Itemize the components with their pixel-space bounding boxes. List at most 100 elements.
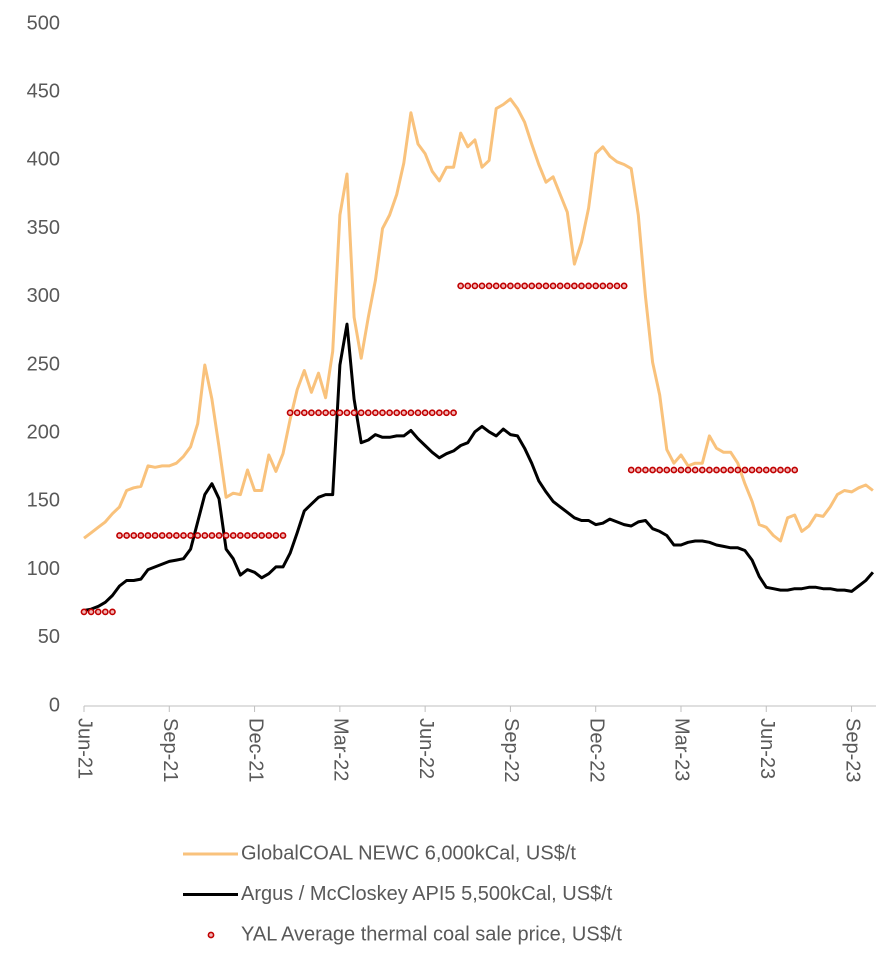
marker (251, 532, 258, 539)
marker (215, 532, 223, 539)
marker (528, 282, 536, 290)
y-tick-label: 100 (27, 558, 60, 580)
marker (172, 532, 180, 539)
marker (499, 282, 507, 290)
marker (585, 282, 592, 290)
marker (244, 532, 251, 539)
marker (80, 608, 88, 616)
legend-label: YAL Average thermal coal sale price, US$… (241, 923, 622, 945)
marker (407, 409, 415, 417)
marker (727, 466, 735, 474)
marker (400, 409, 408, 417)
marker (706, 466, 713, 474)
y-tick-label: 250 (27, 353, 60, 375)
marker (649, 466, 656, 474)
line (83, 97, 874, 543)
marker (684, 466, 692, 474)
marker (698, 466, 706, 474)
marker (549, 282, 557, 290)
x-tick-label: Jun-23 (756, 718, 778, 779)
marker (755, 466, 763, 474)
marker (450, 409, 457, 417)
marker (435, 409, 443, 417)
marker (457, 282, 465, 290)
marker (329, 409, 337, 417)
marker (322, 409, 330, 417)
marker (485, 282, 493, 290)
marker (357, 409, 365, 417)
marker (521, 282, 529, 290)
marker (158, 532, 166, 539)
marker (393, 409, 401, 417)
marker (492, 282, 500, 290)
y-tick-label: 150 (27, 490, 60, 512)
marker (443, 409, 450, 417)
marker (734, 466, 742, 474)
marker (87, 608, 95, 616)
x-tick-label: Dec-21 (244, 718, 266, 782)
marker (414, 409, 422, 417)
y-tick-label: 0 (49, 694, 60, 716)
marker (308, 409, 315, 417)
y-tick-label: 50 (38, 626, 60, 648)
legend-marker (207, 931, 215, 939)
marker (777, 466, 784, 474)
x-tick-label: Mar-23 (671, 718, 693, 781)
marker (194, 532, 202, 539)
marker (627, 466, 635, 474)
marker (371, 409, 379, 417)
marker (101, 608, 109, 616)
x-tick-label: Sep-23 (841, 718, 863, 783)
legend-label: GlobalCOAL NEWC 6,000kCal, US$/t (241, 842, 576, 864)
marker (478, 282, 486, 290)
x-tick-label: Mar-22 (330, 718, 352, 781)
marker (151, 532, 159, 539)
marker (691, 466, 699, 474)
marker (713, 466, 720, 474)
y-tick-label: 400 (27, 149, 60, 171)
marker (180, 532, 187, 539)
marker (634, 466, 642, 474)
marker (741, 466, 749, 474)
marker (208, 532, 216, 539)
marker (677, 466, 685, 474)
marker (535, 282, 543, 290)
marker (670, 466, 678, 474)
x-tick-label: Jun-22 (415, 718, 437, 779)
marker (293, 409, 301, 417)
marker (471, 282, 479, 290)
marker (421, 409, 429, 417)
marker (563, 282, 571, 290)
legend-label: Argus / McCloskey API5 5,500kCal, US$/t (241, 883, 613, 905)
marker (109, 608, 116, 616)
marker (350, 409, 358, 417)
marker (606, 282, 614, 290)
marker (94, 608, 102, 616)
marker (556, 282, 564, 290)
marker (222, 532, 230, 539)
marker (663, 466, 671, 474)
marker (236, 532, 244, 539)
marker (599, 282, 607, 290)
y-tick-label: 500 (27, 12, 60, 34)
marker (300, 409, 308, 417)
x-tick-label: Sep-21 (159, 718, 181, 783)
marker (130, 532, 138, 539)
y-tick-label: 450 (27, 80, 60, 102)
marker (229, 532, 237, 539)
marker (464, 282, 472, 290)
marker (379, 409, 386, 417)
y-tick-label: 300 (27, 285, 60, 307)
marker (592, 282, 600, 290)
marker (315, 409, 322, 417)
marker (642, 466, 649, 474)
marker (165, 532, 173, 539)
y-tick-label: 350 (27, 217, 60, 239)
marker (386, 409, 393, 417)
marker (762, 466, 770, 474)
marker (144, 532, 152, 539)
marker (428, 409, 436, 417)
x-tick-label: Jun-21 (74, 718, 96, 779)
marker (258, 532, 266, 539)
marker (570, 282, 578, 290)
